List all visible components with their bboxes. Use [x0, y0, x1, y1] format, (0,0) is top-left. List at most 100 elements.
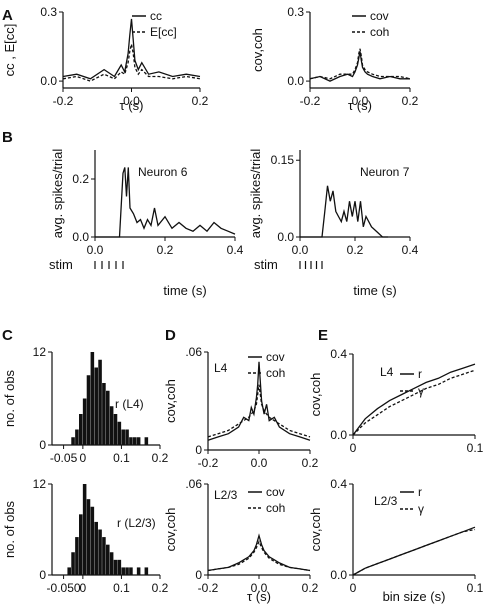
x-tick-label: 0.2: [347, 243, 364, 257]
x-axis-label: bin size (s): [383, 589, 446, 604]
series-line-cc: [62, 18, 201, 80]
annotation-label: Neuron 6: [138, 165, 188, 179]
chart-e1: 0 0.1 0.0 0.4 cov,coh L4 rγ: [308, 347, 484, 455]
annotation-label: Neuron 7: [360, 165, 410, 179]
chart-a1: -0.2 0.0 0.2 0.0 0.3 τ (s) cc , E[cc] cc E[cc]: [2, 5, 209, 113]
histogram-bar: [133, 437, 137, 445]
y-tick-label: .06: [185, 477, 202, 491]
histogram-bar: [102, 383, 106, 445]
series-line-r: [352, 363, 476, 436]
histogram-bar: [102, 537, 106, 575]
panel-label-e: E: [318, 327, 328, 344]
y-axis-label: cov,coh: [163, 508, 178, 552]
y-axis-label: cov,coh: [250, 28, 265, 72]
x-tick-label: -0.2: [53, 94, 74, 108]
legend-label: cov: [370, 9, 389, 23]
series-line-coh: [309, 48, 411, 80]
histogram-bar: [98, 529, 102, 575]
annotation-label: r (L4): [115, 397, 144, 411]
x-tick-label: 0: [80, 451, 87, 465]
histogram-bar: [71, 552, 75, 575]
x-tick-label: 0: [350, 441, 357, 455]
histogram-bar: [106, 544, 110, 575]
x-axis-label: time (s): [353, 283, 396, 298]
histogram-bar: [117, 421, 122, 445]
x-tick-label: -0.2: [300, 94, 321, 108]
x-tick-label: 0.1: [113, 581, 130, 595]
x-tick-label: 0.2: [192, 94, 209, 108]
annotation-label: L2/3: [374, 494, 398, 508]
chart-a2: -0.2 0.0 0.2 0.0 0.3 τ (s) cov,coh cov coh: [250, 5, 419, 113]
histogram-bar: [82, 398, 87, 445]
panel-label-a: A: [2, 7, 13, 24]
y-tick-label: 0: [195, 568, 202, 582]
histogram-bar: [117, 559, 122, 575]
annotation-label: L2/3: [214, 488, 238, 502]
x-tick-label: -0.2: [198, 581, 219, 595]
x-tick-label: 0.2: [157, 243, 174, 257]
y-axis-label: no. of obs: [2, 369, 17, 427]
histogram-bar: [136, 437, 141, 445]
chart-d2: -0.2 0.0 0.2 0 .06 τ (s) cov,coh L2/3 cov coh: [163, 477, 319, 604]
legend-label: cc: [150, 9, 162, 23]
chart-b2: 0.0 0.2 0.4 0.0 0.15 time (s) avg. spikes/tria…: [248, 149, 419, 298]
x-tick-label: 0.1: [467, 581, 484, 595]
x-tick-label: -0.2: [198, 456, 219, 470]
x-tick-label: 0.0: [87, 243, 104, 257]
y-tick-label: 0: [195, 443, 202, 457]
series-line-coh: [207, 539, 311, 572]
histogram-bar: [90, 352, 95, 445]
x-tick-label: -0.050: [47, 581, 81, 595]
chart-d1: -0.2 0.0 0.2 0 .06 cov,coh L4 cov coh: [163, 345, 319, 470]
series-line-coh: [207, 384, 311, 438]
y-axis-label: cov,coh: [163, 379, 178, 423]
panel-label-d: D: [165, 327, 176, 344]
y-axis-label: avg. spikes/trial: [248, 149, 263, 239]
y-tick-label: 0.3: [287, 5, 304, 19]
histogram-bar: [109, 552, 114, 575]
series-line-cov: [207, 361, 311, 441]
x-tick-label: 0.1: [113, 451, 130, 465]
histogram-bar: [144, 567, 149, 575]
x-tick-label: 0.2: [302, 456, 319, 470]
y-tick-label: 0.4: [330, 477, 347, 491]
legend-label: cov: [266, 485, 285, 499]
histogram-bar: [144, 437, 149, 445]
x-tick-label: -0.05: [50, 451, 78, 465]
histogram-bar: [94, 521, 98, 575]
x-tick-label: 0: [350, 581, 357, 595]
chart-b1: 0.0 0.2 0.4 0.0 0.2 time (s) avg. spikes/trial…: [49, 149, 244, 298]
x-tick-label: 0.0: [292, 243, 309, 257]
y-axis-label: cov,coh: [308, 508, 323, 552]
histogram-bar: [125, 429, 129, 445]
x-tick-label: 0.2: [152, 581, 169, 595]
y-tick-label: 0.0: [40, 74, 57, 88]
legend-label: coh: [266, 366, 285, 380]
x-tick-label: 0.0: [123, 94, 140, 108]
series-line-cov: [309, 51, 410, 82]
histogram-bar: [82, 484, 87, 575]
legend-label: γ: [418, 384, 424, 398]
histogram-bar: [75, 537, 79, 575]
histogram-bar: [121, 567, 125, 575]
stim-label: stim: [49, 257, 73, 272]
stim-label: stim: [254, 257, 278, 272]
histogram-bar: [71, 437, 75, 445]
annotation-label: L4: [380, 365, 394, 379]
x-tick-label: 0.2: [302, 581, 319, 595]
x-tick-label: 0.4: [402, 243, 419, 257]
legend-label: E[cc]: [150, 25, 177, 39]
histogram-bar: [121, 429, 125, 445]
x-tick-label: 0.0: [251, 456, 268, 470]
series-line-data: [95, 167, 236, 238]
x-tick-label: 0.1: [467, 441, 484, 455]
y-axis-label: avg. spikes/trial: [50, 149, 65, 239]
y-tick-label: 0.0: [277, 230, 294, 244]
histogram-bar: [67, 567, 71, 575]
y-tick-label: 12: [33, 345, 47, 359]
x-axis-label: τ (s): [120, 98, 144, 113]
legend-label: coh: [370, 25, 389, 39]
legend-label: γ: [418, 502, 424, 516]
